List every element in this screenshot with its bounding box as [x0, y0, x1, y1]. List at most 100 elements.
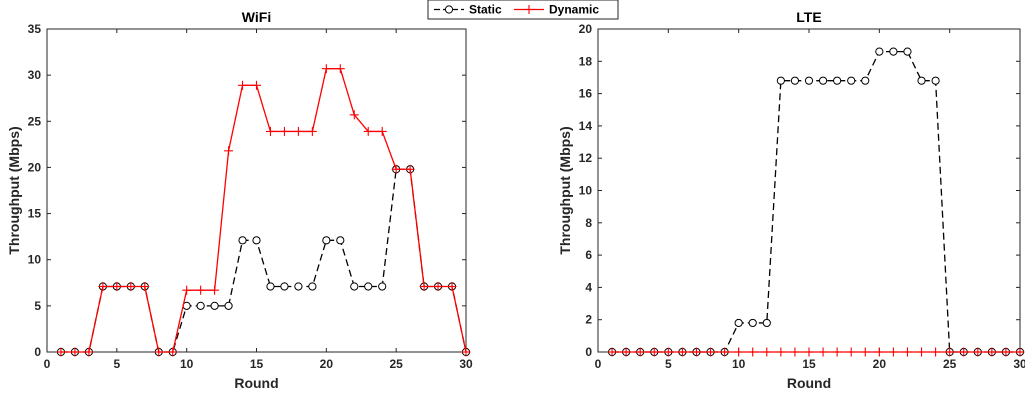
data-point-dynamic	[607, 347, 617, 357]
data-point-dynamic	[70, 347, 80, 357]
y-tick-label: 8	[585, 216, 592, 230]
data-point-dynamic	[860, 347, 870, 357]
data-point-static	[734, 318, 743, 328]
data-point-dynamic	[635, 347, 645, 357]
x-tick-label: 15	[250, 357, 264, 371]
data-point-dynamic	[776, 347, 786, 357]
y-tick-label: 5	[34, 299, 41, 313]
data-point-static	[308, 282, 317, 291]
data-point-static	[833, 76, 842, 85]
data-point-dynamic	[1001, 347, 1011, 357]
data-point-dynamic	[649, 347, 659, 357]
y-tick-label: 30	[28, 68, 42, 82]
data-point-dynamic	[691, 347, 701, 357]
data-point-dynamic	[391, 164, 401, 174]
data-point-static	[210, 301, 219, 310]
y-tick-label: 0	[585, 345, 592, 359]
y-tick-label: 20	[28, 160, 42, 174]
data-point-dynamic	[112, 281, 122, 291]
data-point-dynamic	[210, 285, 220, 295]
data-point-dynamic	[706, 347, 716, 357]
data-point-static	[861, 76, 870, 85]
data-point-static	[266, 282, 275, 291]
data-point-static	[350, 282, 359, 291]
data-point-dynamic	[140, 281, 150, 291]
data-point-dynamic	[182, 285, 192, 295]
data-point-dynamic	[959, 347, 969, 357]
data-point-static	[847, 76, 856, 85]
y-tick-label: 16	[579, 87, 593, 101]
y-axis-label: Throughput (Mbps)	[6, 126, 22, 254]
data-point-dynamic	[1015, 347, 1025, 357]
legend-item-static: Static	[434, 3, 502, 17]
data-point-static	[364, 282, 373, 291]
data-point-static	[762, 318, 771, 328]
y-tick-label: 35	[28, 22, 42, 36]
data-point-static	[336, 236, 345, 245]
series-static	[607, 47, 1025, 357]
data-point-dynamic	[945, 347, 955, 357]
data-point-dynamic	[293, 126, 303, 136]
data-point-dynamic	[663, 347, 673, 357]
legend-item-dynamic: Dynamic	[514, 3, 599, 17]
series-line-static	[612, 50, 1020, 353]
data-point-static	[917, 76, 926, 85]
data-point-dynamic	[377, 126, 387, 136]
data-point-dynamic	[790, 347, 800, 357]
y-tick-label: 20	[579, 22, 593, 36]
data-point-dynamic	[987, 347, 997, 357]
series-dynamic	[56, 64, 471, 357]
chart-lte: 0 5 10 15 20 25 30 0 2 4 6 8 10 12 14 16 18 20 LTE Round Thr…	[557, 9, 1025, 391]
x-tick-label: 5	[113, 357, 120, 371]
y-axis-label: Throughput (Mbps)	[557, 126, 573, 254]
data-point-dynamic	[238, 80, 248, 90]
data-point-dynamic	[931, 347, 941, 357]
data-point-static	[280, 282, 289, 291]
data-point-dynamic	[419, 281, 429, 291]
data-point-dynamic	[447, 281, 457, 291]
data-point-static	[804, 76, 814, 85]
y-tick-label: 10	[579, 184, 593, 198]
data-point-dynamic	[154, 347, 164, 357]
x-tick-label: 25	[389, 357, 403, 371]
legend-marker-circle	[444, 5, 454, 14]
data-point-static	[196, 301, 205, 310]
data-point-dynamic	[888, 347, 898, 357]
data-point-static	[903, 47, 912, 56]
series-line-static	[60, 168, 467, 353]
data-point-static	[790, 76, 800, 85]
data-point-dynamic	[265, 126, 275, 136]
x-tick-label: 15	[802, 357, 816, 371]
data-point-dynamic	[748, 347, 758, 357]
data-point-dynamic	[846, 347, 856, 357]
x-tick-label: 20	[320, 357, 334, 371]
y-tick-label: 4	[585, 280, 592, 294]
data-point-static	[378, 282, 387, 291]
data-point-static	[322, 236, 331, 245]
data-point-dynamic	[902, 347, 912, 357]
data-point-dynamic	[405, 164, 415, 174]
data-point-dynamic	[349, 110, 359, 120]
x-tick-label: 5	[665, 357, 672, 371]
data-point-dynamic	[321, 64, 331, 74]
data-point-dynamic	[917, 347, 927, 357]
y-tick-label: 0	[34, 345, 41, 359]
y-tick-label: 25	[28, 114, 42, 128]
x-tick-label: 30	[459, 357, 473, 371]
data-point-dynamic	[252, 80, 261, 90]
data-point-dynamic	[874, 347, 884, 357]
data-point-dynamic	[734, 347, 744, 357]
data-point-dynamic	[279, 126, 289, 136]
data-point-static	[875, 47, 884, 56]
x-tick-label: 25	[943, 357, 957, 371]
data-point-dynamic	[126, 281, 136, 291]
data-point-dynamic	[804, 347, 814, 357]
data-point-dynamic	[973, 347, 983, 357]
data-point-dynamic	[363, 126, 373, 136]
data-point-dynamic	[56, 347, 66, 357]
data-point-dynamic	[224, 146, 234, 156]
data-point-dynamic	[621, 347, 631, 357]
series-static	[56, 165, 471, 357]
data-point-static	[931, 76, 940, 85]
